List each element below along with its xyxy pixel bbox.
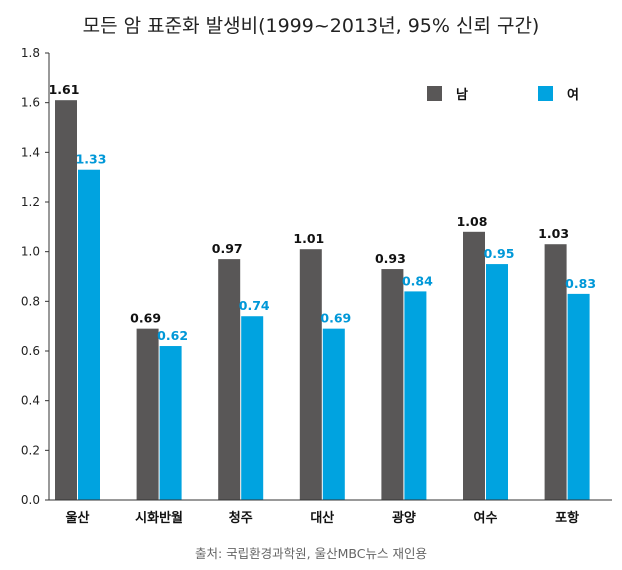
bar-female — [567, 293, 590, 500]
data-label-male: 0.97 — [212, 241, 243, 256]
x-tick-label: 광양 — [392, 511, 416, 526]
bar-female — [404, 291, 427, 500]
legend-swatch-male — [427, 86, 442, 101]
y-tick-label: 0.2 — [21, 443, 40, 457]
data-label-male: 0.93 — [375, 251, 406, 266]
y-tick-label: 0.6 — [21, 344, 40, 358]
data-label-female: 0.84 — [402, 273, 433, 288]
data-label-female: 0.62 — [157, 328, 188, 343]
data-label-male: 1.61 — [49, 82, 80, 97]
bar-male — [381, 269, 404, 500]
x-tick-label: 포항 — [555, 510, 579, 526]
y-tick-label: 0.0 — [21, 493, 40, 507]
bar-male — [218, 259, 241, 500]
bar-male — [136, 328, 159, 500]
data-label-female: 0.74 — [239, 298, 270, 313]
bars — [55, 100, 590, 501]
bar-female — [78, 169, 100, 500]
bar-female — [322, 328, 345, 500]
legend: 남 여 — [427, 86, 579, 103]
data-label-male: 1.08 — [457, 214, 488, 229]
chart-title: 모든 암 표준화 발생비(1999~2013년, 95% 신뢰 구간) — [83, 15, 540, 37]
data-label-male: 1.03 — [538, 226, 569, 241]
data-label-female: 0.83 — [565, 276, 596, 291]
y-tick-label: 1.4 — [21, 145, 40, 159]
legend-swatch-female — [538, 86, 553, 101]
y-tick-label: 1.0 — [21, 245, 40, 259]
data-label-female: 0.69 — [320, 311, 351, 326]
data-label-male: 0.69 — [130, 311, 161, 326]
y-tick-label: 0.8 — [21, 294, 40, 308]
x-tick-label: 대산 — [310, 510, 334, 526]
x-tick-label: 청주 — [229, 510, 253, 526]
bar-female — [241, 316, 264, 500]
data-label-female: 1.33 — [76, 152, 107, 167]
bar-female — [159, 346, 182, 500]
legend-label-male: 남 — [456, 87, 468, 103]
source-note: 출처: 국립환경과학원, 울산MBC뉴스 재인용 — [195, 546, 427, 561]
bar-male — [544, 244, 567, 500]
y-axis: 0.0 0.2 0.4 0.6 0.8 1.0 1.2 1.4 1.6 1.8 — [21, 46, 50, 507]
bar-male — [299, 249, 322, 500]
y-tick-label: 0.4 — [21, 394, 40, 408]
bar-male — [463, 231, 485, 501]
x-tick-label: 울산 — [66, 510, 90, 526]
x-tick-label: 여수 — [474, 510, 498, 526]
bar-male — [55, 100, 77, 500]
legend-label-female: 여 — [567, 87, 579, 103]
value-labels: 1.61 1.33 0.69 0.62 0.97 0.74 1.01 0.69 0.93 0.84… — [49, 82, 596, 343]
y-tick-label: 1.6 — [21, 96, 40, 110]
x-axis: 울산 시화반월 청주 대산 광양 여수 포항 — [49, 499, 612, 526]
y-tick-label: 1.2 — [21, 195, 40, 209]
bar-female — [486, 264, 508, 500]
data-label-male: 1.01 — [293, 231, 324, 246]
x-tick-label: 시화반월 — [135, 510, 183, 526]
data-label-female: 0.95 — [484, 246, 515, 261]
y-tick-label: 1.8 — [21, 46, 40, 60]
